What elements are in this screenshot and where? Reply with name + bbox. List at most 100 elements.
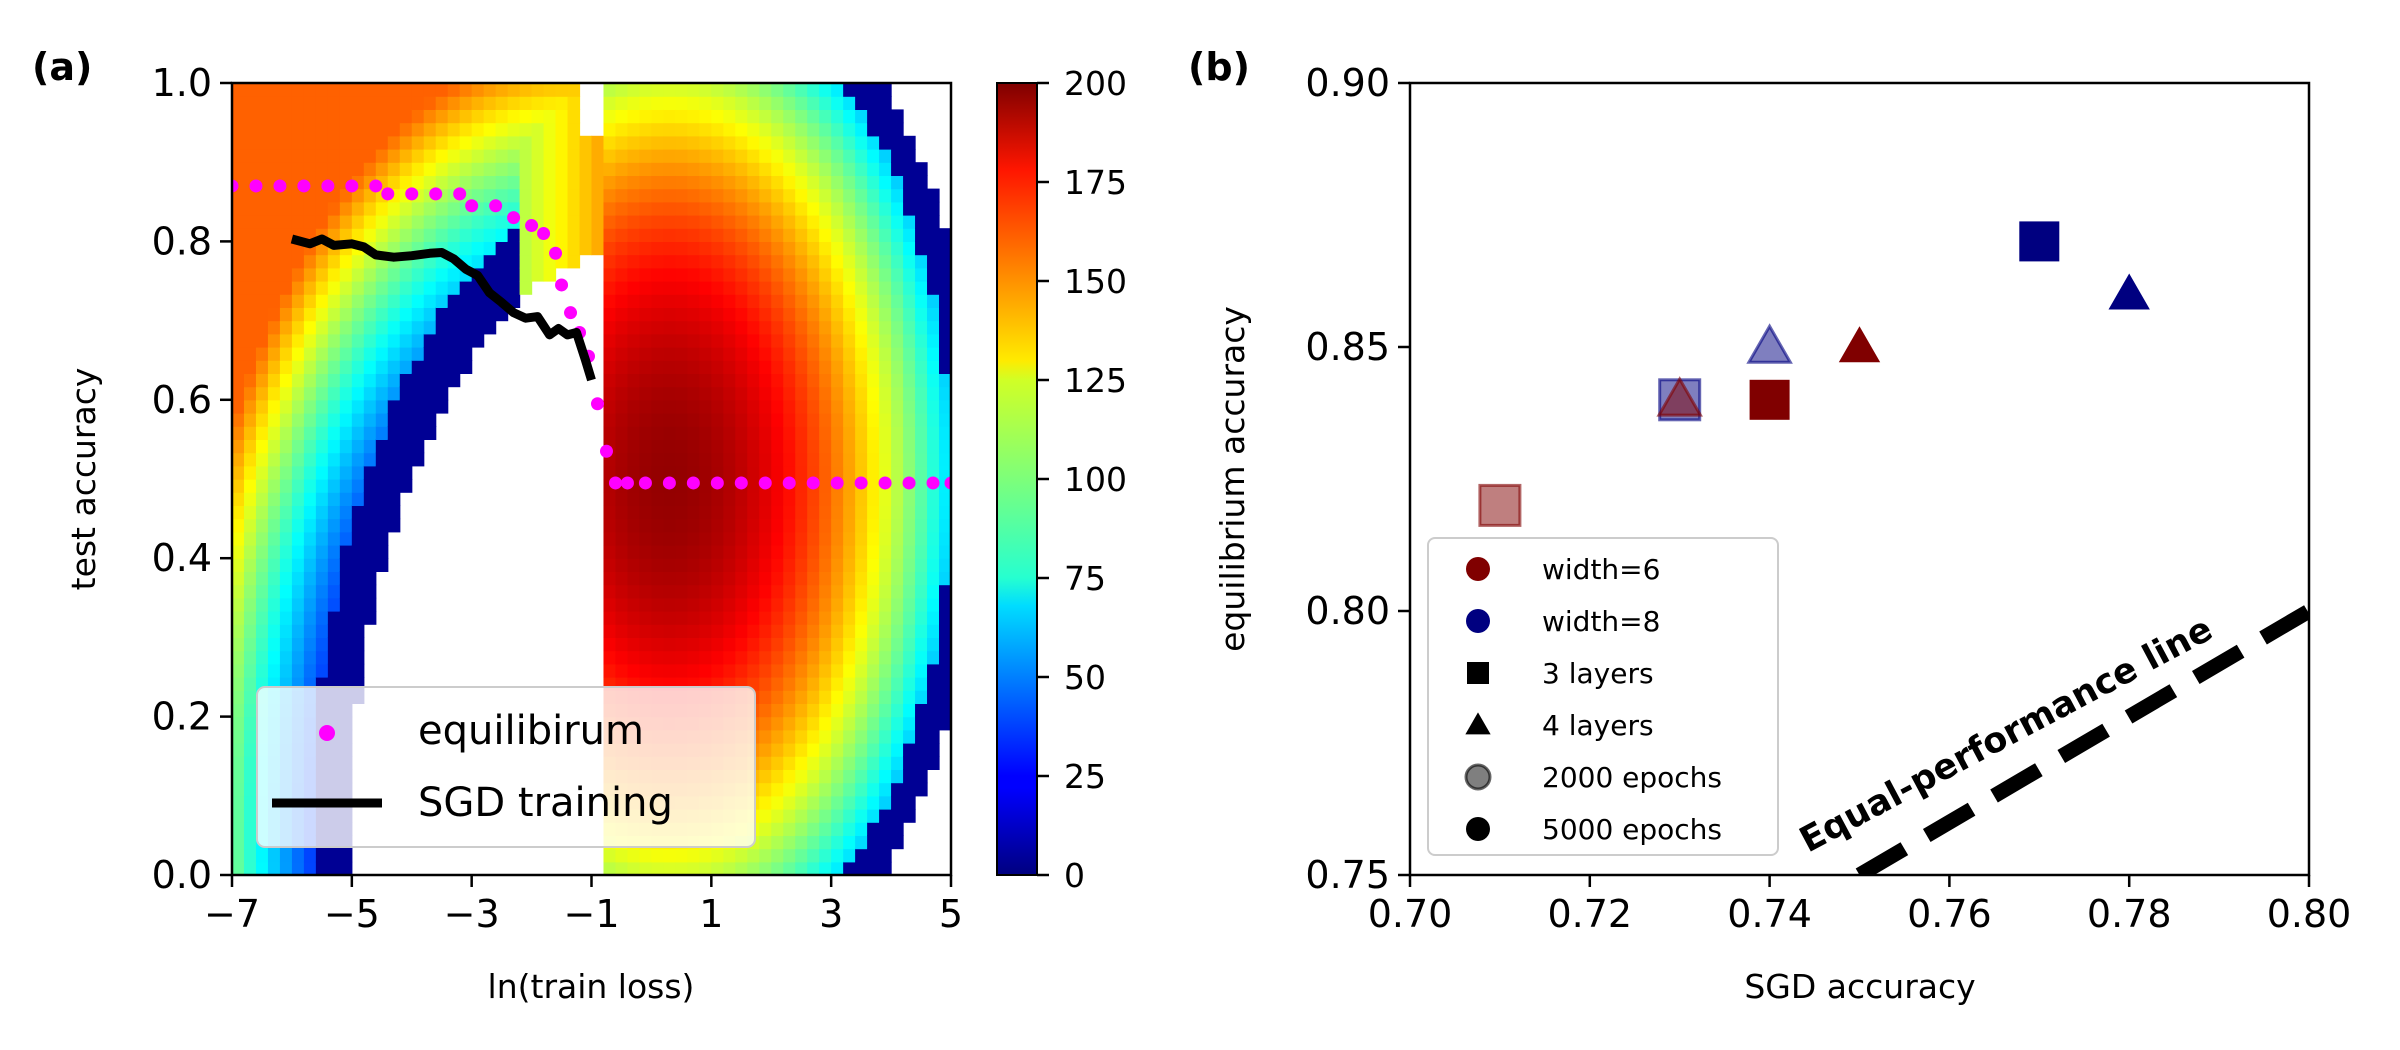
heatmap-cell: [411, 83, 425, 97]
heatmap-cell: [399, 413, 413, 427]
heatmap-cell: [327, 215, 341, 229]
heatmap-cell: [795, 650, 808, 665]
heatmap-cell: [759, 96, 772, 110]
heatmap-cell: [747, 479, 760, 493]
heatmap-cell: [795, 861, 808, 875]
heatmap-cell: [423, 399, 437, 414]
heatmap-cell: [723, 294, 736, 308]
heatmap-cell: [831, 703, 844, 718]
heatmap-cell: [939, 492, 951, 506]
heatmap-cell: [267, 386, 281, 401]
heatmap-cell: [759, 281, 772, 295]
heatmap-cell: [759, 294, 772, 308]
heatmap-cell: [267, 584, 281, 599]
heatmap-cell: [315, 386, 329, 401]
heatmap-cell: [747, 624, 760, 638]
heatmap-cell: [903, 677, 916, 691]
heatmap-cell: [399, 135, 413, 150]
heatmap-cell: [807, 241, 820, 256]
heatmap-cell: [387, 307, 401, 322]
heatmap-cell: [687, 861, 700, 875]
heatmap-cell: [303, 637, 317, 652]
heatmap-cell: [639, 201, 653, 216]
heatmap-cell: [579, 188, 593, 203]
heatmap-cell: [555, 228, 569, 242]
heatmap-cell: [399, 83, 413, 97]
heatmap-cell: [591, 241, 605, 256]
heatmap-cell: [411, 320, 425, 335]
heatmap-cell: [711, 413, 724, 427]
heatmap-cell: [867, 83, 880, 97]
heatmap-cell: [351, 624, 365, 638]
legend-b-marker: [1467, 662, 1489, 684]
heatmap-cell: [711, 373, 724, 388]
heatmap-cell: [339, 109, 353, 124]
heatmap-cell: [555, 162, 569, 176]
heatmap-cell: [879, 413, 892, 427]
heatmap-cell: [243, 333, 257, 348]
heatmap-cell: [232, 782, 245, 797]
heatmap-cell: [339, 584, 353, 599]
heatmap-cell: [243, 531, 257, 546]
heatmap-cell: [483, 135, 497, 150]
heatmap-cell: [663, 241, 676, 256]
heatmap-cell: [351, 320, 365, 335]
heatmap-cell: [819, 215, 832, 229]
heatmap-cell: [351, 479, 365, 493]
heatmap-cell: [243, 571, 257, 586]
heatmap-cell: [939, 597, 951, 612]
heatmap-cell: [663, 307, 676, 322]
heatmap-cell: [615, 386, 629, 401]
heatmap-cell: [291, 663, 305, 678]
heatmap-cell: [339, 307, 353, 322]
heatmap-cell: [591, 175, 605, 190]
heatmap-cell: [699, 558, 712, 572]
legend-b-label: 5000 epochs: [1542, 813, 1722, 846]
heatmap-cell: [759, 795, 772, 810]
heatmap-cell: [699, 452, 712, 467]
heatmap-cell: [639, 83, 653, 97]
heatmap-cell: [879, 426, 892, 440]
heatmap-cell: [411, 386, 425, 401]
heatmap-cell: [375, 465, 389, 480]
heatmap-cell: [339, 96, 353, 110]
heatmap-cell: [639, 597, 653, 612]
heatmap-cell: [232, 558, 245, 572]
heatmap-cell: [855, 96, 868, 110]
heatmap-cell: [435, 320, 449, 335]
heatmap-cell: [687, 96, 700, 110]
heatmap-cell: [759, 452, 772, 467]
heatmap-cell: [819, 122, 832, 137]
heatmap-cell: [927, 677, 940, 691]
heatmap-cell: [939, 716, 951, 731]
heatmap-cell: [795, 333, 808, 348]
heatmap-cell: [279, 452, 293, 467]
heatmap-cell: [735, 624, 748, 638]
heatmap-cell: [915, 492, 928, 506]
heatmap-cell: [747, 333, 760, 348]
heatmap-cell: [327, 109, 341, 124]
heatmap-cell: [675, 307, 688, 322]
heatmap-cell: [711, 571, 724, 586]
heatmap-cell: [699, 518, 712, 533]
heatmap-cell: [639, 135, 653, 150]
heatmap-cell: [375, 426, 389, 440]
heatmap-cell: [831, 360, 844, 374]
heatmap-cell: [255, 518, 269, 533]
heatmap-cell: [819, 228, 832, 242]
heatmap-cell: [232, 545, 245, 559]
heatmap-cell: [735, 545, 748, 559]
heatmap-cell: [843, 571, 856, 586]
heatmap-cell: [651, 413, 664, 427]
heatmap-cell: [771, 373, 784, 388]
heatmap-cell: [495, 188, 509, 203]
heatmap-cell: [279, 505, 293, 520]
heatmap-cell: [747, 545, 760, 559]
heatmap-cell: [279, 611, 293, 625]
heatmap-cell: [759, 254, 772, 269]
heatmap-cell: [519, 188, 533, 203]
heatmap-cell: [255, 281, 269, 295]
heatmap-cell: [232, 439, 245, 454]
heatmap-cell: [483, 96, 497, 110]
heatmap-cell: [315, 149, 329, 163]
